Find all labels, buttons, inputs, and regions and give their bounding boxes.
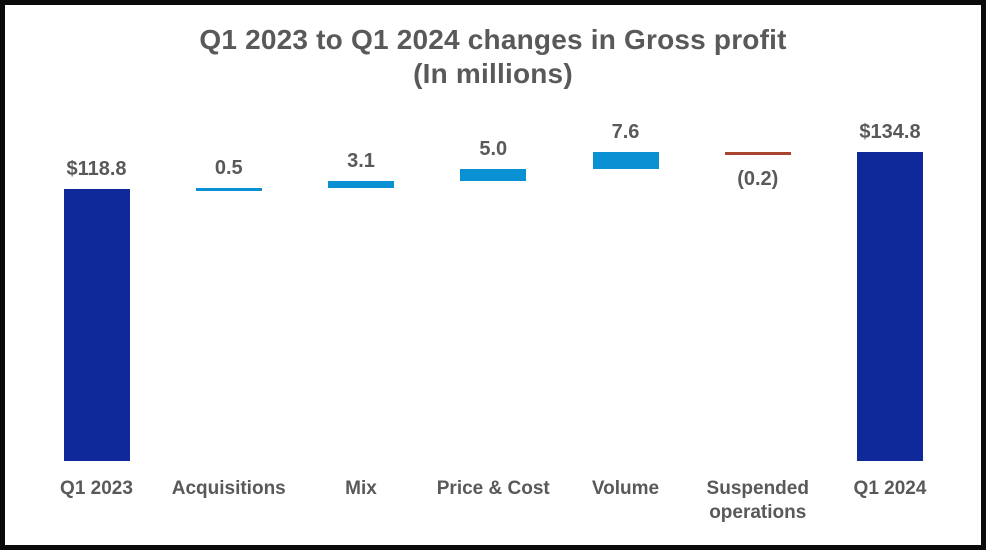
value-label-acquisitions: 0.5 <box>214 156 243 179</box>
waterfall-bar-q1-2023 <box>63 188 130 461</box>
waterfall-bar-mix <box>328 180 394 188</box>
value-label-price-cost: 5.0 <box>479 138 508 161</box>
waterfall-plot-area: $118.8 Q1 2023 0.5 Acquisitions 3.1 Mix 5.0 Pri… <box>5 5 981 545</box>
waterfall-bar-acquisitions <box>195 187 262 191</box>
value-label-volume: 7.6 <box>611 120 640 143</box>
category-label-price-cost: Price & Cost <box>436 478 550 499</box>
category-label-volume: Volume <box>591 478 660 499</box>
waterfall-bar-volume <box>592 151 659 170</box>
waterfall-bar-suspended-operations <box>724 151 791 155</box>
value-label-mix: 3.1 <box>347 149 375 172</box>
chart-title: Q1 2023 to Q1 2024 changes in Gross prof… <box>5 23 981 91</box>
category-label-mix: Mix <box>345 478 377 499</box>
value-label-q1-2023: $118.8 <box>66 158 127 180</box>
chart-title-line2: (In millions) <box>413 58 573 89</box>
value-label-q1-2024: $134.8 <box>859 121 921 144</box>
category-label-suspended-operations: Suspended operations <box>706 478 809 523</box>
waterfall-bar-price-cost <box>460 169 527 181</box>
category-label-q1-2023: Q1 2023 <box>60 478 133 499</box>
category-label-acquisitions: Acquisitions <box>171 478 286 499</box>
chart-title-line1: Q1 2023 to Q1 2024 changes in Gross prof… <box>199 24 787 55</box>
value-label-suspended-operations: (0.2) <box>737 167 779 190</box>
category-label-q1-2024: Q1 2024 <box>853 478 927 499</box>
waterfall-bar-q1-2024 <box>857 152 923 461</box>
